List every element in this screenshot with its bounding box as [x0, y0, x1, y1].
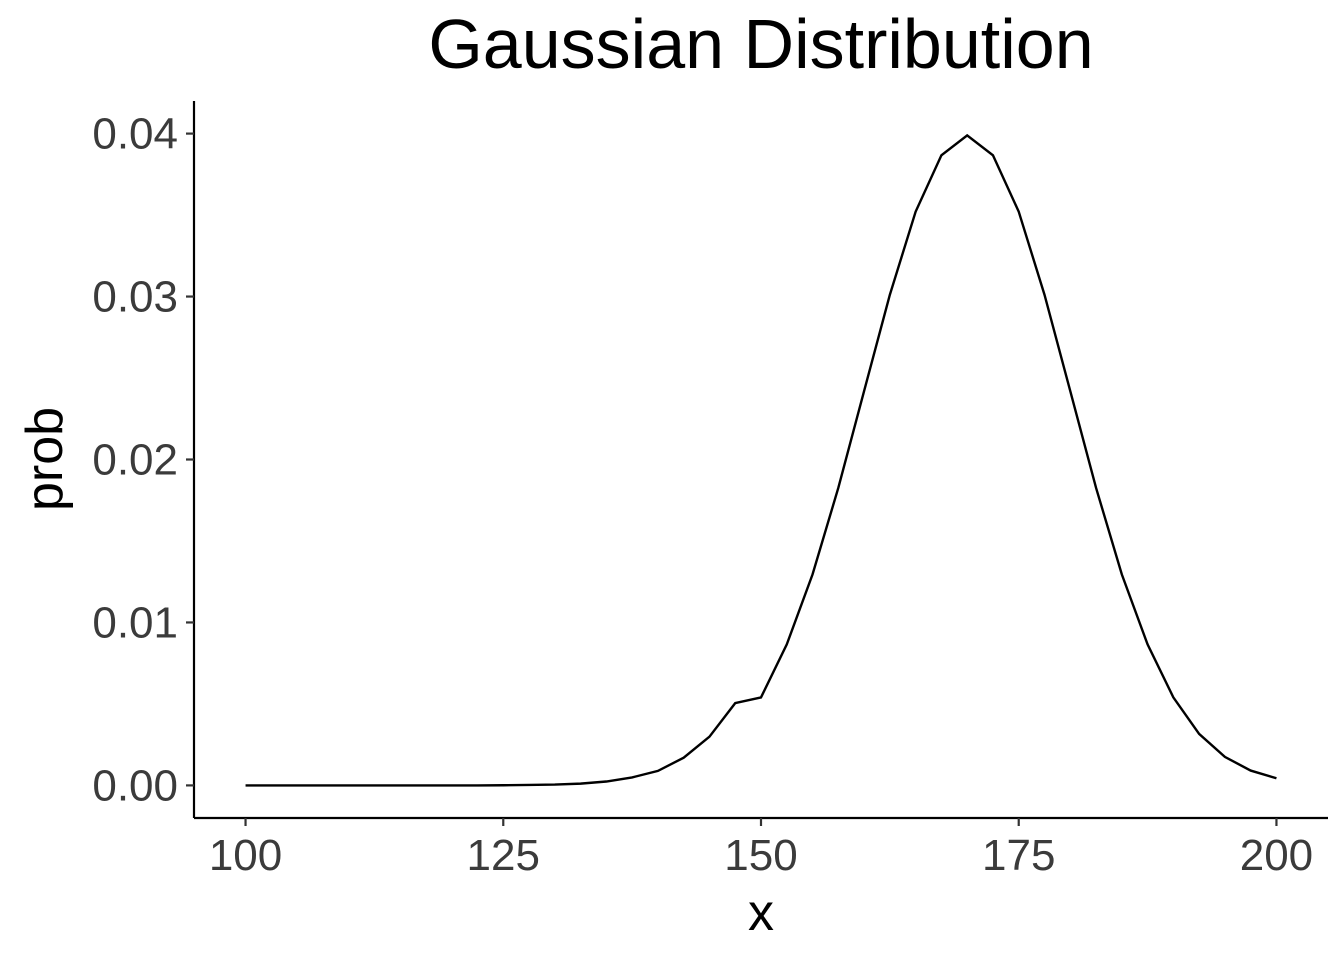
y-tick-label: 0.04: [92, 110, 178, 159]
y-tick-label: 0.03: [92, 273, 178, 322]
series-line: [245, 133, 1277, 787]
x-axis-title: x: [748, 884, 774, 942]
plot-area: [245, 133, 1277, 787]
y-tick-label: 0.01: [92, 598, 178, 647]
chart-title: Gaussian Distribution: [428, 5, 1093, 83]
x-tick-label: 100: [209, 831, 282, 880]
x-axis-ticks: 100 125 150 175 200: [209, 818, 1313, 880]
y-axis-ticks: 0.00 0.01 0.02 0.03 0.04: [92, 110, 194, 810]
x-tick-label: 200: [1240, 831, 1313, 880]
x-tick-label: 125: [467, 831, 540, 880]
x-tick-label: 150: [724, 831, 797, 880]
y-tick-label: 0.00: [92, 761, 178, 810]
y-tick-label: 0.02: [92, 436, 178, 485]
y-axis-title: prob: [16, 407, 74, 511]
x-tick-label: 175: [982, 831, 1055, 880]
